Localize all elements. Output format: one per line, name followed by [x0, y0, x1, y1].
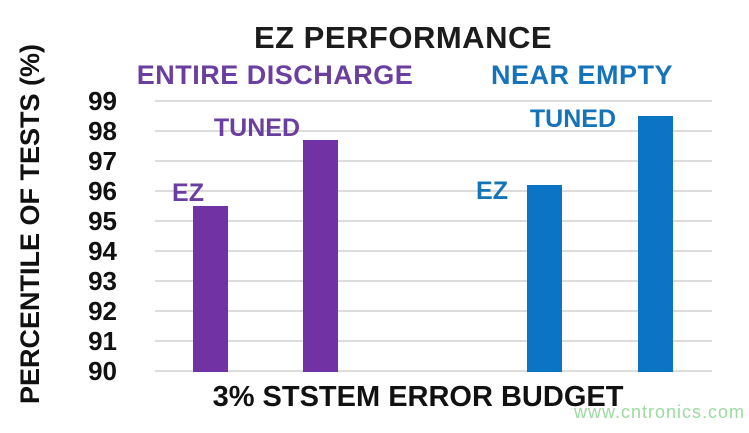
y-tick-label-96: 96 — [88, 176, 117, 206]
gridline-y-93 — [155, 280, 712, 282]
y-tick-label-99: 99 — [88, 86, 117, 116]
bar-tuned-entire-discharge — [303, 140, 338, 372]
bar-label-tuned-near-empty: TUNED — [529, 105, 616, 133]
gridline-y-96 — [155, 190, 712, 192]
x-axis-title: 3% STSTEM ERROR BUDGET — [212, 381, 624, 413]
bar-label-ez-near-empty: EZ — [476, 177, 508, 205]
gridline-y-95 — [155, 220, 712, 222]
y-tick-label-91: 91 — [88, 326, 117, 356]
y-tick-label-95: 95 — [88, 206, 117, 236]
group-label-entire-discharge: ENTIRE DISCHARGE — [136, 60, 414, 90]
gridline-y-91 — [155, 340, 712, 342]
gridline-y-90 — [155, 370, 712, 372]
watermark-text: www.cntronics.com — [573, 402, 745, 422]
gridline-y-98 — [155, 130, 712, 132]
chart-title: EZ PERFORMANCE — [253, 20, 553, 55]
bar-tuned-near-empty — [638, 116, 673, 372]
bar-ez-near-empty — [527, 185, 562, 372]
bar-label-tuned-entire-discharge: TUNED — [213, 114, 300, 142]
y-tick-label-92: 92 — [88, 296, 117, 326]
gridline-y-99 — [155, 100, 712, 102]
group-label-near-empty: NEAR EMPTY — [490, 60, 674, 90]
y-tick-label-98: 98 — [88, 116, 117, 146]
gridline-y-92 — [155, 310, 712, 312]
gridline-y-97 — [155, 160, 712, 162]
bar-label-ez-entire-discharge: EZ — [172, 179, 204, 207]
y-tick-label-97: 97 — [88, 146, 117, 176]
y-tick-label-94: 94 — [88, 236, 117, 266]
gridline-y-94 — [155, 250, 712, 252]
y-axis-title: PERCENTILE OF TESTS (%) — [15, 43, 45, 404]
y-tick-label-93: 93 — [88, 266, 117, 296]
bar-ez-entire-discharge — [193, 206, 228, 372]
y-tick-label-90: 90 — [88, 356, 117, 386]
